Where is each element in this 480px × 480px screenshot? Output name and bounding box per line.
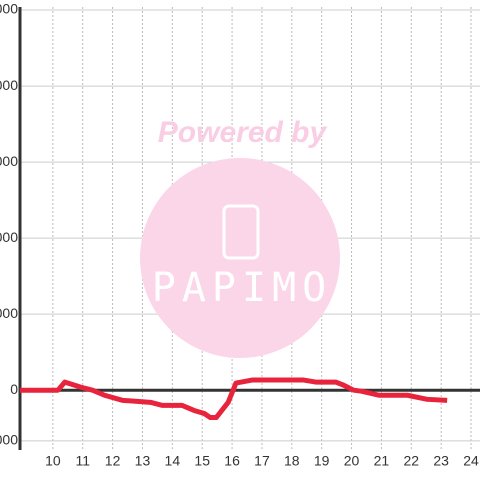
- y-tick-label: 120,000: [0, 77, 18, 93]
- x-tick-label: 24: [463, 453, 479, 469]
- x-tick-label: 17: [254, 453, 270, 469]
- watermark: Powered by PAPIMO: [140, 116, 340, 358]
- x-tick-label: 11: [75, 453, 90, 469]
- x-tick-label: 21: [374, 453, 390, 469]
- x-tick-label: 15: [194, 453, 210, 469]
- y-tick-label: -20,000: [0, 432, 18, 448]
- y-tick-label: 90,000: [0, 153, 18, 169]
- watermark-text: Powered by: [158, 116, 328, 149]
- series-line: [20, 377, 448, 421]
- y-tick-label: 60,000: [0, 229, 18, 245]
- y-tick-label: 0: [10, 381, 18, 397]
- x-tick-label: 18: [284, 453, 300, 469]
- x-tick-label: 19: [314, 453, 330, 469]
- x-tick-label: 13: [135, 453, 151, 469]
- x-tick-label: 23: [433, 453, 449, 469]
- x-tick-label: 20: [344, 453, 360, 469]
- x-tick-label: 16: [224, 453, 240, 469]
- x-tick-label: 14: [165, 453, 181, 469]
- watermark-logo: PAPIMO: [152, 265, 333, 311]
- y-tick-label: 30,000: [0, 305, 18, 321]
- x-tick-label: 22: [404, 453, 420, 469]
- y-tick-label: 150,000: [0, 1, 18, 17]
- watermark-phone: [222, 204, 260, 260]
- x-tick-label: 10: [45, 453, 61, 469]
- x-tick-label: 12: [105, 453, 121, 469]
